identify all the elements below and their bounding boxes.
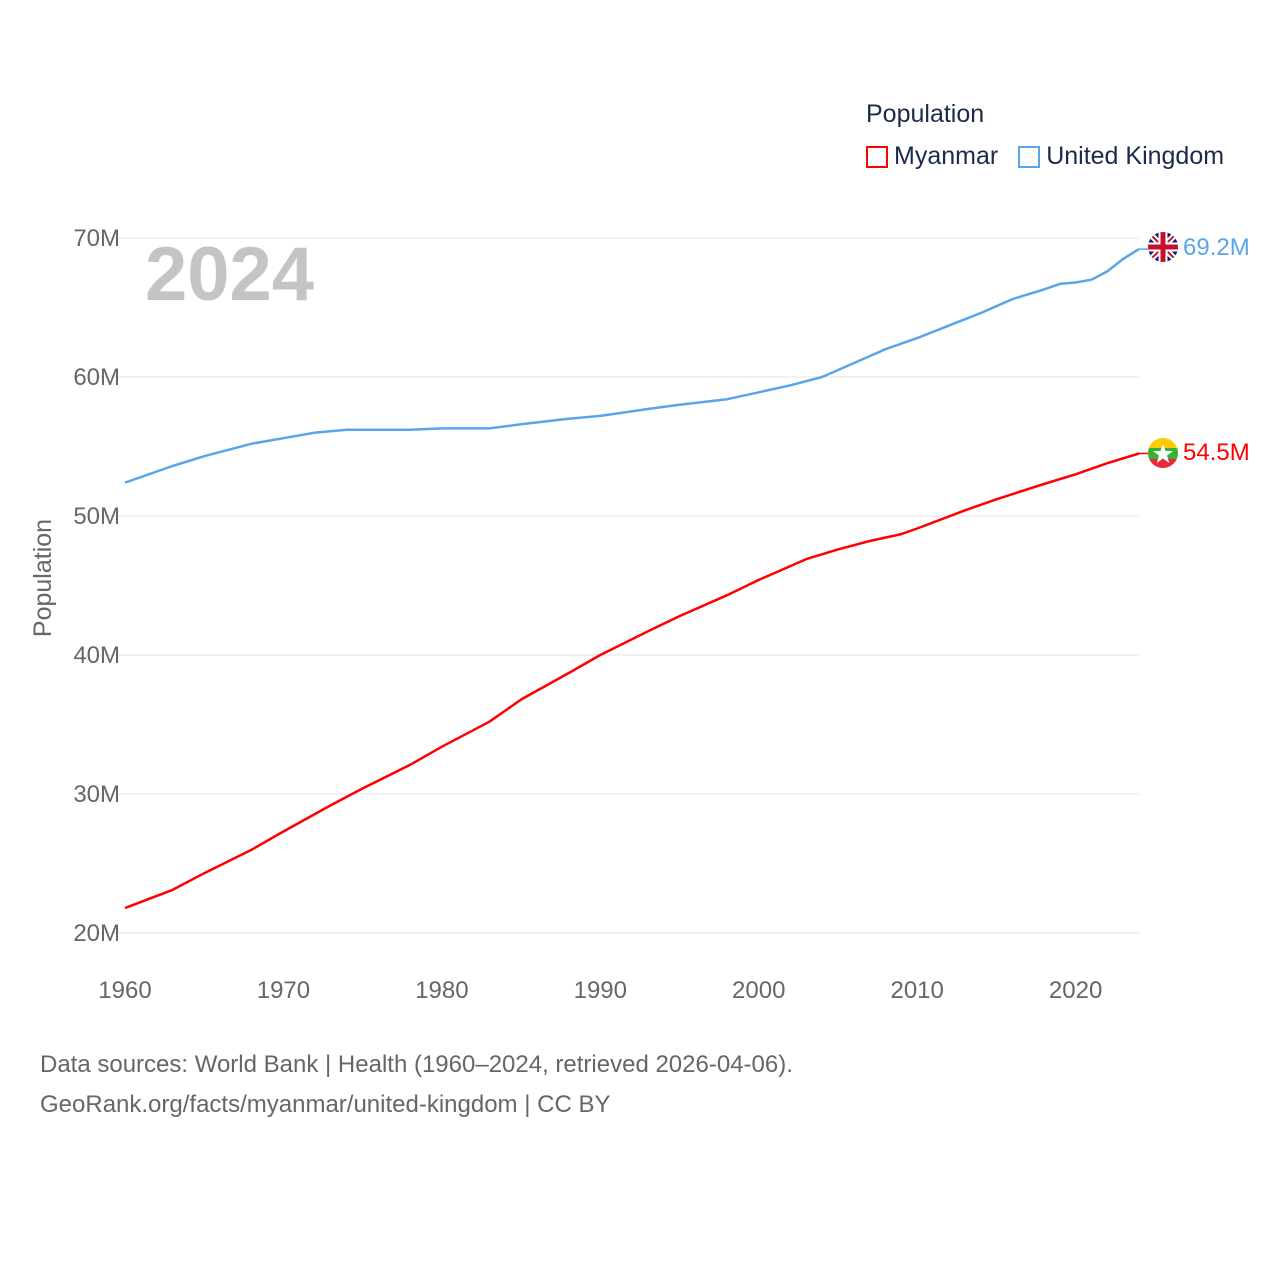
myanmar-end-label: 54.5M [1183,439,1250,466]
legend-title: Population [866,100,985,128]
x-tick-label: 2000 [732,977,785,1004]
legend-swatch-united-kingdom [1018,145,1041,168]
united-kingdom-flag-icon [1148,232,1178,262]
y-tick-label: 20M [73,920,120,947]
y-tick-label: 30M [73,781,120,808]
legend: Myanmar United Kingdom [866,142,1224,171]
y-tick-label: 50M [73,503,120,530]
y-axis-label: Population [29,519,57,637]
x-axis-ticks: 1960 1970 1980 1990 2000 2010 2020 [98,977,1102,1004]
series-lines [124,248,1150,910]
myanmar-flag-icon [1148,438,1178,468]
y-tick-label: 60M [73,364,120,391]
united-kingdom-end-label: 69.2M [1183,234,1250,261]
year-label: 2024 [145,232,314,317]
series-line-united-kingdom [124,248,1140,484]
x-tick-label: 1990 [574,977,627,1004]
x-tick-label: 1970 [257,977,310,1004]
y-tick-label: 70M [73,225,120,252]
x-tick-label: 1960 [98,977,151,1004]
x-tick-label: 2020 [1049,977,1102,1004]
x-tick-label: 2010 [890,977,943,1004]
y-axis-ticks: 20M 30M 40M 50M 60M 70M [73,225,120,947]
gridlines [97,237,1139,934]
source-line: Data sources: World Bank | Health (1960–… [40,1051,793,1078]
legend-item-united-kingdom[interactable]: United Kingdom [1018,142,1224,171]
legend-label: Myanmar [894,142,999,170]
source-note: Data sources: World Bank | Health (1960–… [40,1045,793,1125]
legend-item-myanmar[interactable]: Myanmar [866,142,998,171]
legend-label: United Kingdom [1046,142,1225,170]
series-line-myanmar [124,452,1140,910]
source-link[interactable]: GeoRank.org/facts/myanmar/united-kingdom… [40,1091,611,1118]
x-tick-label: 1980 [415,977,468,1004]
y-tick-label: 40M [73,642,120,669]
legend-swatch-myanmar [866,145,888,168]
